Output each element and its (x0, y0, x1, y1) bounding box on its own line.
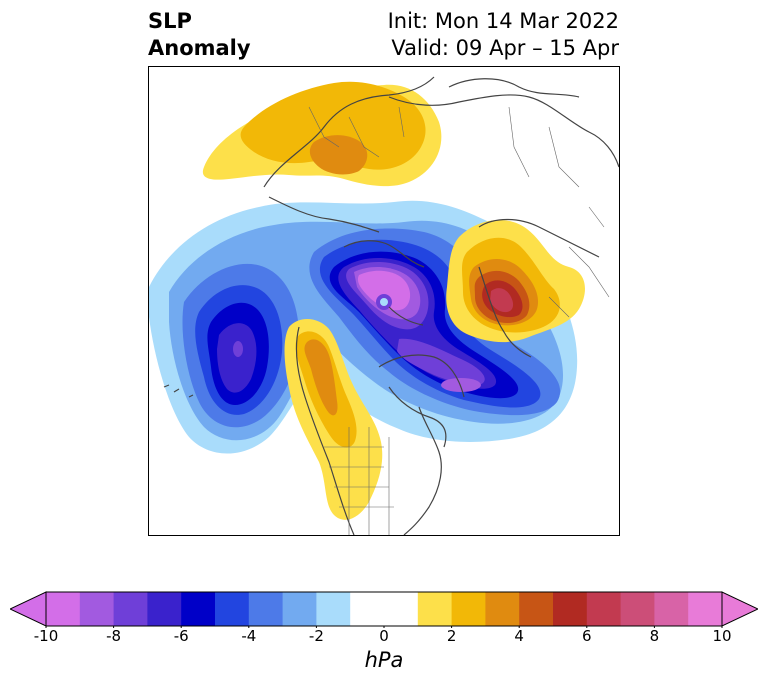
colorbar-swatch (282, 592, 317, 626)
colorbar-swatch (688, 592, 723, 626)
colorbar-tick-label: -2 (308, 627, 324, 645)
map-title: SLP Anomaly (148, 8, 251, 62)
colorbar-swatch (181, 592, 216, 626)
colorbar-over-triangle (721, 591, 758, 627)
colorbar (10, 591, 758, 628)
colorbar-tick-label: 2 (446, 627, 457, 645)
colorbar-swatch (316, 592, 351, 626)
colorbar-swatch (384, 592, 419, 626)
colorbar-swatch (46, 592, 81, 626)
colorbar-swatch (79, 592, 115, 626)
colorbar-tick-label: 8 (649, 627, 660, 645)
colorbar-swatch (586, 592, 622, 626)
colorbar-swatch (451, 592, 486, 626)
variable-label: SLP (148, 9, 192, 33)
anomaly-map (148, 66, 620, 536)
contour-small-low-core (380, 298, 388, 306)
colorbar-swatch (248, 592, 284, 626)
colorbar-tick-label: -4 (241, 627, 257, 645)
contour-minus6 (217, 323, 257, 393)
valid-range: Valid: 09 Apr – 15 Apr (391, 36, 619, 60)
init-date: Init: Mon 14 Mar 2022 (387, 9, 619, 33)
colorbar-tick-label: 4 (514, 627, 524, 645)
borders (308, 106, 610, 535)
colorbar-under-triangle (10, 591, 47, 627)
date-info: Init: Mon 14 Mar 2022 Valid: 09 Apr – 15… (388, 8, 619, 62)
colorbar-tick-label: -10 (33, 627, 59, 645)
colorbar-tick-label: -8 (106, 627, 122, 645)
colorbar-swatch (519, 592, 554, 626)
colorbar-swatch (147, 592, 182, 626)
units-label: hPa (364, 648, 404, 672)
colorbar-swatch (215, 592, 250, 626)
colorbar-tick-label: 10 (712, 627, 732, 645)
contour-minus8c (441, 378, 481, 392)
colorbar-tick-label: -6 (173, 627, 189, 645)
anomaly-label: Anomaly (148, 36, 251, 60)
colorbar-swatch (350, 592, 385, 626)
map-canvas (149, 67, 619, 535)
colorbar-swatch (654, 592, 689, 626)
contour-plus3-namerica (304, 339, 338, 416)
positive-anomaly-field (202, 81, 585, 520)
contour-core-low (233, 341, 243, 357)
colorbar-tick-label: 0 (379, 627, 389, 645)
colorbar-swatch (485, 592, 520, 626)
colorbar-swatch (620, 592, 655, 626)
contour-plus2-europe (240, 81, 426, 170)
contour-minus9 (357, 270, 411, 311)
coastlines (163, 76, 619, 535)
contour-plus6-asia (490, 288, 514, 313)
contour-plus3-europe (309, 135, 368, 175)
colorbar-swatch (417, 592, 453, 626)
colorbar-swatch (113, 592, 148, 626)
colorbar-tick-label: 6 (582, 627, 592, 645)
colorbar-swatch (553, 592, 588, 626)
contour-minus7b (397, 338, 485, 386)
